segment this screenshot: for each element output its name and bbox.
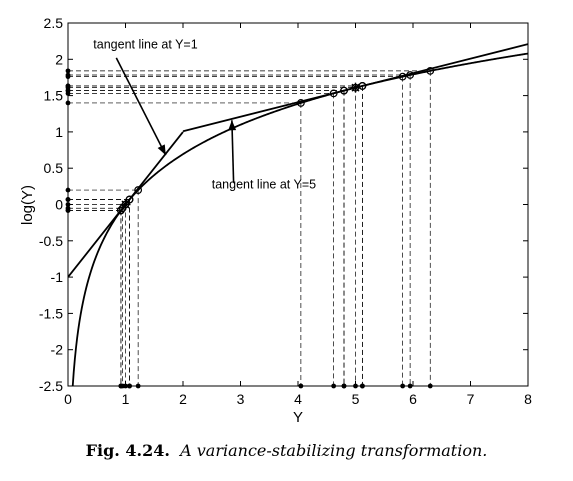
annotations: tangent line at Y=1 tangent line at Y=5 bbox=[93, 37, 316, 191]
curve-point-marker bbox=[296, 99, 305, 107]
x-tick-label: 2 bbox=[179, 391, 187, 407]
x-tick-label: 7 bbox=[467, 391, 475, 407]
y-tick-label: -2 bbox=[51, 342, 64, 358]
curve-point-marker bbox=[329, 89, 338, 98]
annotation-arrow-shaft bbox=[115, 57, 167, 156]
x-tick-label: 1 bbox=[122, 391, 130, 407]
figure-caption: Fig. 4.24. A variance-stabilizing transf… bbox=[0, 441, 573, 460]
tick-labels: 0 1 2 3 4 5 6 7 8 -2.5 -2 -1.5 -1 -0.5 0 0.5 1 1.5 2 2.5 bbox=[39, 15, 532, 407]
y-tick-label: -1.5 bbox=[39, 305, 63, 321]
center-star-marker bbox=[121, 200, 130, 209]
y-tick-label: 0.5 bbox=[44, 160, 64, 176]
y-tick-label: 2.5 bbox=[44, 15, 64, 31]
reference-lines bbox=[68, 70, 431, 386]
log-curve bbox=[71, 52, 528, 386]
caption-text: A variance-stabilizing transformation. bbox=[180, 441, 488, 460]
y-tick-label: -0.5 bbox=[39, 233, 63, 249]
x-tick-label: 8 bbox=[524, 391, 532, 407]
annotation-label: tangent line at Y=5 bbox=[212, 178, 316, 192]
y-tick-label: 0 bbox=[55, 197, 63, 213]
curve-point-marker bbox=[426, 66, 435, 75]
chart-figure: 0 1 2 3 4 5 6 7 8 -2.5 -2 -1.5 -1 -0.5 0 0.5 1 1.5 2 2.5 ta… bbox=[19, 15, 532, 426]
x-tick-label: 6 bbox=[409, 391, 417, 407]
ticks bbox=[67, 22, 529, 387]
y-tick-label: -2.5 bbox=[39, 378, 63, 394]
y-tick-label: -1 bbox=[51, 269, 64, 285]
curve-point-marker bbox=[358, 82, 367, 90]
y-tick-label: 1.5 bbox=[44, 88, 64, 104]
y-axis-label: log(Y) bbox=[19, 185, 36, 225]
center-star-marker bbox=[351, 83, 360, 92]
x-tick-label: 4 bbox=[294, 391, 302, 407]
curve-point-marker bbox=[340, 86, 348, 95]
annotation-arrow-shaft bbox=[231, 120, 235, 183]
curve-point-marker bbox=[134, 186, 143, 194]
curve-point-marker bbox=[398, 72, 407, 81]
x-tick-label: 0 bbox=[64, 391, 72, 407]
annotation-arrow-head bbox=[157, 144, 166, 156]
curve-point-marker bbox=[116, 206, 125, 215]
y-tick-label: 2 bbox=[55, 51, 63, 67]
y-tick-label: 1 bbox=[55, 124, 63, 140]
curve-point-marker bbox=[406, 71, 415, 79]
x-tick-label: 3 bbox=[237, 391, 245, 407]
x-axis-label: Y bbox=[293, 409, 303, 426]
curve-point-marker bbox=[125, 195, 134, 204]
annotation-arrow-head bbox=[228, 120, 237, 131]
annotation-label: tangent line at Y=1 bbox=[93, 37, 197, 51]
caption-figure-number: Fig. 4.24. bbox=[85, 441, 170, 460]
x-tick-label: 5 bbox=[352, 391, 360, 407]
plot-frame bbox=[67, 22, 529, 387]
curves bbox=[68, 43, 528, 386]
